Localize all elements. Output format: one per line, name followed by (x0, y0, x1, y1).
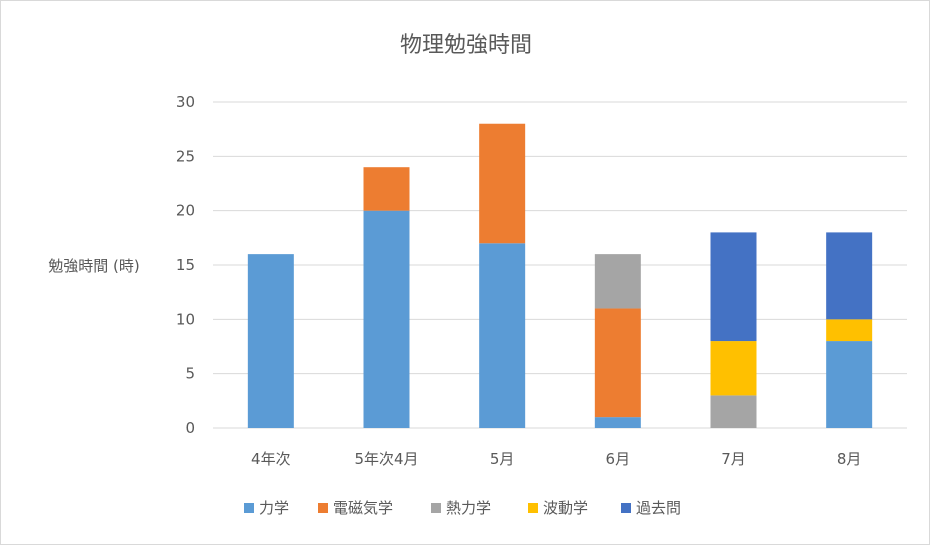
bar-segment (710, 341, 757, 396)
bar-segment (363, 167, 410, 211)
bar-segment (363, 210, 410, 428)
x-tick-label: 5月 (490, 450, 515, 468)
x-tick-labels: 4年次 5年次4月 5月 6月 7月 8月 (251, 450, 861, 468)
legend: 力学 電磁気学 熱力学 波動学 過去問 (244, 499, 681, 517)
x-tick-label: 8月 (837, 450, 862, 468)
legend-swatch (431, 503, 441, 513)
y-tick-label: 25 (176, 147, 195, 165)
x-tick-label: 7月 (721, 450, 746, 468)
y-tick-labels: 0 5 10 15 20 25 30 (176, 93, 195, 437)
bar-segment (826, 319, 873, 342)
legend-item: 熱力学 (431, 499, 491, 517)
legend-label: 電磁気学 (333, 499, 393, 517)
legend-swatch (318, 503, 328, 513)
y-tick-label: 15 (176, 256, 195, 274)
legend-swatch (621, 503, 631, 513)
chart-title: 物理勉強時間 (400, 33, 532, 58)
legend-item: 力学 (244, 499, 289, 517)
y-tick-label: 30 (176, 93, 195, 111)
bar-segment (247, 254, 294, 428)
bar-segment (826, 232, 873, 320)
x-tick-label: 5年次4月 (354, 450, 418, 468)
legend-item: 過去問 (621, 499, 681, 517)
y-axis-label: 勉強時間 (時) (48, 257, 139, 275)
y-tick-label: 5 (185, 365, 195, 383)
legend-item: 波動学 (528, 499, 588, 517)
bar-segment (826, 341, 873, 428)
bar-segment (594, 254, 641, 309)
legend-label: 熱力学 (446, 499, 491, 517)
bar-segment (594, 417, 641, 428)
bar-segment (479, 123, 526, 244)
bar-segment (479, 243, 526, 428)
legend-label: 力学 (259, 499, 289, 517)
legend-item: 電磁気学 (318, 499, 393, 517)
y-tick-label: 20 (176, 202, 195, 220)
bars (247, 123, 873, 428)
legend-label: 波動学 (543, 499, 588, 517)
y-tick-label: 0 (185, 419, 195, 437)
x-tick-label: 4年次 (251, 450, 291, 468)
y-tick-label: 10 (176, 310, 195, 328)
x-tick-label: 6月 (606, 450, 631, 468)
bar-segment (594, 308, 641, 418)
legend-label: 過去問 (636, 499, 681, 517)
legend-swatch (528, 503, 538, 513)
gridlines (213, 101, 907, 429)
bar-segment (710, 232, 757, 342)
legend-swatch (244, 503, 254, 513)
bar-segment (710, 395, 757, 428)
